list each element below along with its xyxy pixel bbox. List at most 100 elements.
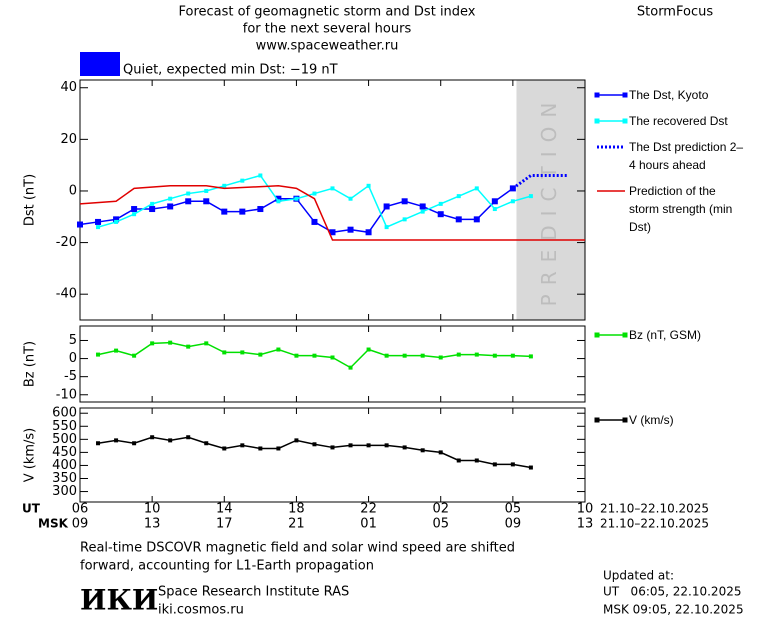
series-line <box>79 187 514 234</box>
plot-frame <box>79 79 586 321</box>
legend-marker <box>622 417 628 423</box>
point <box>221 208 228 215</box>
x-tick-label-msk: 17 <box>216 517 233 532</box>
logo: ИКИ <box>80 584 158 617</box>
point <box>150 341 155 346</box>
point <box>401 198 408 205</box>
point <box>275 195 282 202</box>
point <box>311 218 318 225</box>
prediction-band <box>516 80 585 320</box>
point <box>492 462 497 467</box>
x-tick-label-msk: 13 <box>144 517 161 532</box>
point <box>420 448 425 453</box>
point <box>312 353 317 358</box>
point <box>204 341 209 346</box>
x-date-range: 21.10–22.10.2025 <box>600 502 709 516</box>
point <box>95 218 102 225</box>
point <box>492 207 497 212</box>
point <box>276 199 281 204</box>
point <box>456 352 461 357</box>
point <box>276 446 281 451</box>
point <box>96 352 101 357</box>
x-tick-label-ut: 10 <box>577 502 594 517</box>
y-tick-label: 450 <box>52 445 77 460</box>
legend-marker <box>622 92 628 98</box>
point <box>437 211 444 218</box>
point <box>402 353 407 358</box>
y-tick-label: 500 <box>52 432 77 447</box>
point <box>419 203 426 210</box>
institute-url: iki.cosmos.ru <box>158 603 244 618</box>
point <box>96 225 101 230</box>
legend-label: The Dst, Kyoto <box>629 88 709 102</box>
point <box>113 216 120 223</box>
point <box>384 443 389 448</box>
point <box>258 446 263 451</box>
x-tick-label-ut: 22 <box>360 502 377 517</box>
footer-note: Real-time DSCOVR magnetic field and sola… <box>80 541 515 556</box>
x-tick-label-msk: 05 <box>432 517 449 532</box>
point <box>77 221 83 228</box>
point <box>294 438 299 443</box>
plot-frame <box>79 407 586 503</box>
point <box>240 178 245 183</box>
point <box>132 441 137 446</box>
legend-marker <box>622 118 628 124</box>
point <box>186 191 191 196</box>
legend-label: V (km/s) <box>629 413 674 427</box>
y-tick-label: 350 <box>52 471 77 486</box>
point <box>347 226 354 233</box>
point <box>474 458 479 463</box>
point <box>348 365 353 370</box>
prediction-label: PREDICTION <box>537 94 561 307</box>
title-line: www.spaceweather.ru <box>256 39 399 54</box>
y-tick-label: 20 <box>60 132 77 147</box>
point <box>149 206 156 213</box>
point <box>420 353 425 358</box>
point <box>402 217 407 222</box>
point <box>474 186 479 191</box>
point <box>366 183 371 188</box>
point <box>366 347 371 352</box>
legend-label: Bz (nT, GSM) <box>629 328 702 342</box>
y-tick-label: 0 <box>69 183 77 198</box>
point <box>186 435 191 440</box>
series-line <box>97 436 532 469</box>
point <box>294 353 299 358</box>
legend-label: Prediction of the storm strength (min Ds… <box>629 184 733 234</box>
y-tick-label: -5 <box>64 369 77 384</box>
point <box>168 340 173 345</box>
point <box>186 344 191 349</box>
point <box>402 445 407 450</box>
point <box>312 442 317 447</box>
status-indicator <box>80 52 120 76</box>
legend-label: The Dst prediction 2–4 hours ahead <box>629 140 744 172</box>
x-tick-label-ut: 05 <box>505 502 522 517</box>
point <box>473 216 480 223</box>
point <box>114 219 119 224</box>
title-line: for the next several hours <box>243 22 412 37</box>
y-tick-label: 550 <box>52 419 77 434</box>
x-tick-label-msk: 21 <box>288 517 305 532</box>
point <box>258 352 263 357</box>
legend-marker <box>622 332 628 338</box>
y-tick-label: 300 <box>52 484 77 499</box>
point <box>222 446 227 451</box>
point <box>167 203 174 210</box>
point <box>96 441 101 446</box>
point <box>329 229 336 236</box>
series-line <box>511 173 567 190</box>
x-tick-label-ut: 06 <box>72 502 89 517</box>
point <box>150 201 155 206</box>
point <box>114 348 119 353</box>
point <box>510 462 515 467</box>
point <box>365 229 372 236</box>
point <box>528 465 533 470</box>
point <box>455 216 462 223</box>
point <box>366 443 371 448</box>
institute: Space Research Institute RAS <box>158 585 349 600</box>
point <box>348 196 353 201</box>
point <box>240 443 245 448</box>
y-tick-label: -10 <box>56 387 77 402</box>
